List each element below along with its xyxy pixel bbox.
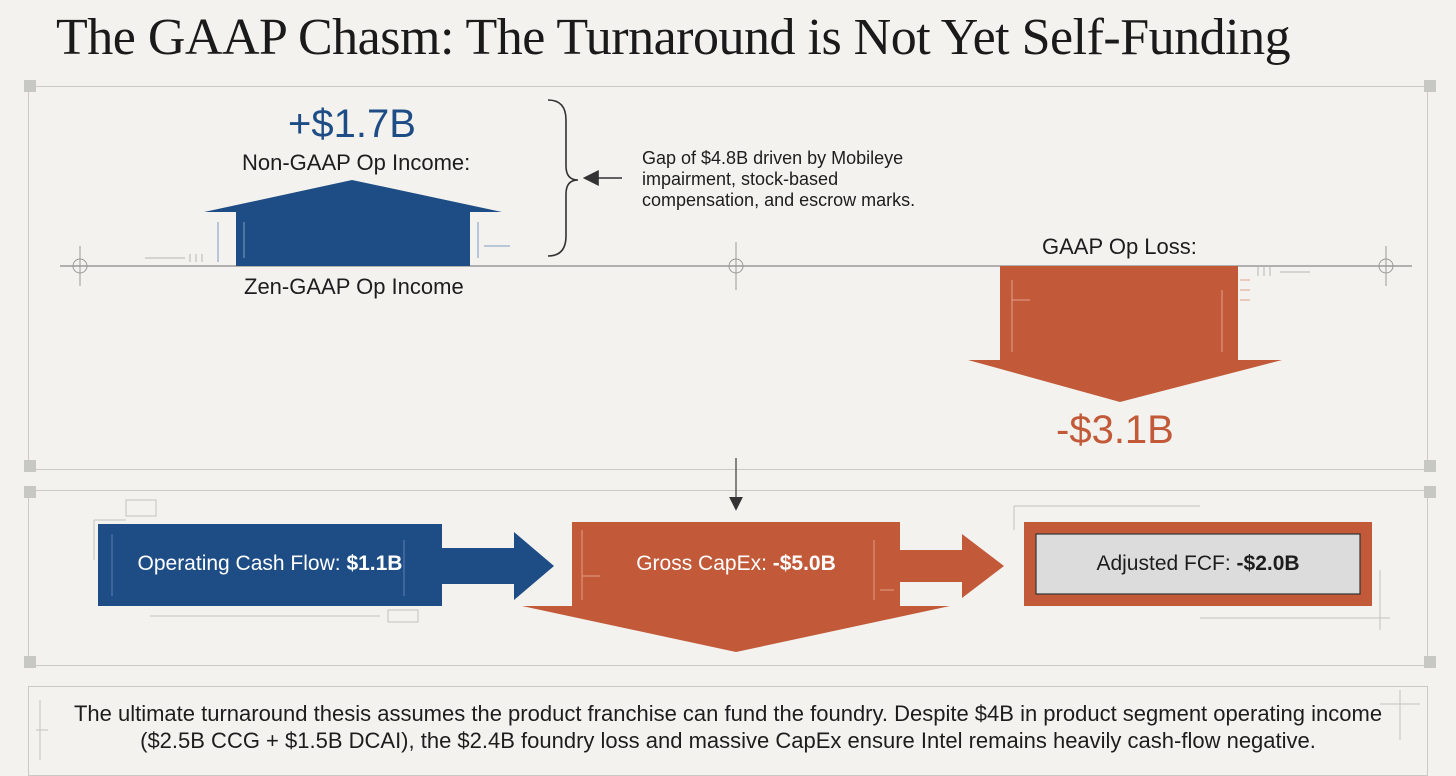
blueprint-detail (581, 530, 894, 600)
blueprint-detail (36, 690, 1420, 760)
capex-funnel (522, 522, 950, 652)
fcf-box-fill (1035, 533, 1361, 595)
blueprint-detail (93, 499, 1390, 630)
capex-value: -$5.0B (772, 552, 836, 575)
capex-label: Gross CapEx: -$5.0B (572, 552, 900, 576)
non-gaap-label: Non-GAAP Op Income: (242, 150, 471, 175)
panel-corner-marker (1424, 486, 1436, 498)
panel-corner-marker (24, 486, 36, 498)
capex-label-text: Gross CapEx: (636, 552, 773, 575)
blueprint-detail (1011, 279, 1250, 352)
gap-note: Gap of $4.8B driven by Mobileye impairme… (642, 148, 916, 210)
fcf-label: Adjusted FCF: -$2.0B (1036, 552, 1360, 576)
blueprint-detail (217, 222, 510, 262)
panel-corner-marker (1424, 460, 1436, 472)
ocf-box (98, 524, 442, 606)
gaap-down-arrow (968, 266, 1282, 402)
fcf-label-text: Adjusted FCF: (1096, 552, 1237, 575)
panel-corner-marker (24, 460, 36, 472)
footer-summary: The ultimate turnaround thesis assumes t… (73, 701, 1383, 753)
ocf-label: Operating Cash Flow: $1.1B (98, 552, 442, 576)
crosshair-marker (72, 242, 1394, 290)
non-gaap-below-label: Zen-GAAP Op Income (244, 274, 464, 299)
blueprint-detail (111, 534, 405, 596)
panel-corner-marker (1424, 80, 1436, 92)
fcf-value: -$2.0B (1236, 552, 1300, 575)
capex-to-fcf-arrow (898, 534, 1004, 598)
flow-panel (28, 490, 1428, 666)
ocf-value: $1.1B (346, 552, 403, 575)
blueprint-detail (145, 254, 1310, 276)
gaap-label: GAAP Op Loss: (1042, 234, 1197, 259)
page-title: The GAAP Chasm: The Turnaround is Not Ye… (56, 9, 1291, 66)
panel-corner-marker (1424, 656, 1436, 668)
non-gaap-value: +$1.7B (288, 102, 416, 146)
gap-brace (547, 99, 579, 257)
ocf-to-capex-arrow (440, 532, 554, 600)
top-panel (28, 86, 1428, 470)
panel-corner-marker (24, 80, 36, 92)
non-gaap-up-arrow (204, 180, 502, 266)
gaap-value: -$3.1B (1056, 408, 1174, 452)
ocf-label-text: Operating Cash Flow: (137, 552, 347, 575)
panel-corner-marker (24, 656, 36, 668)
